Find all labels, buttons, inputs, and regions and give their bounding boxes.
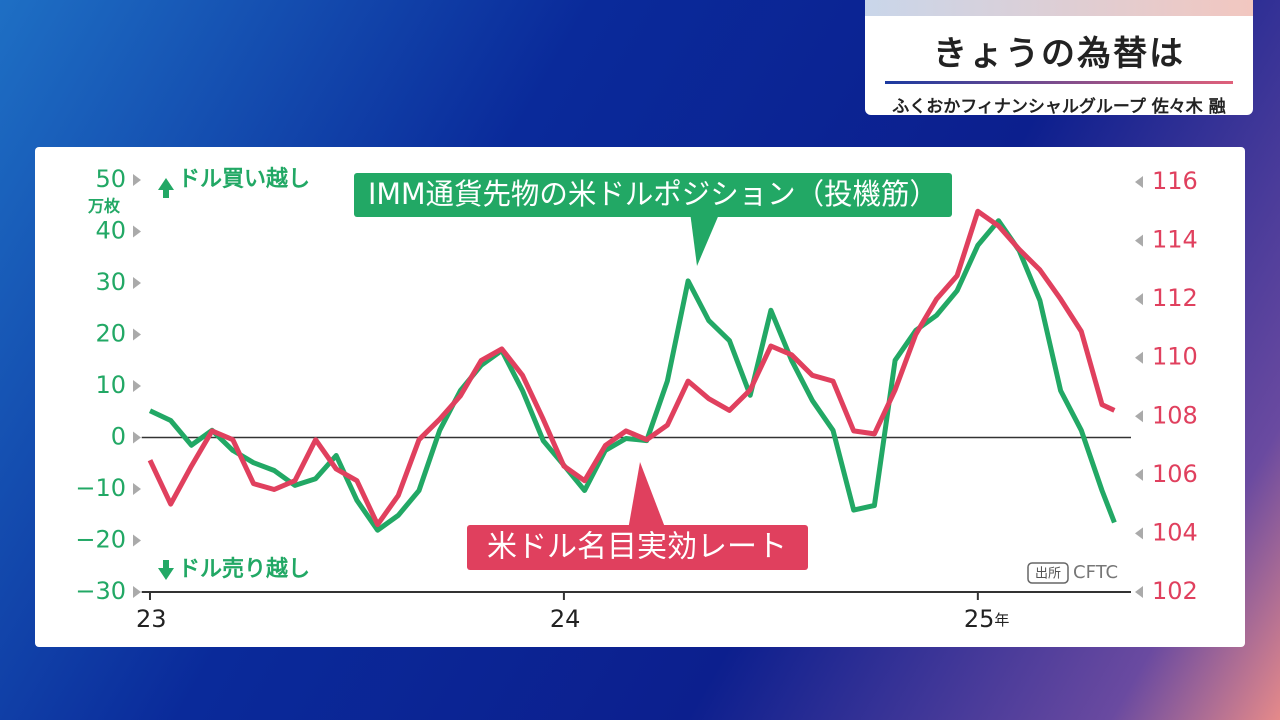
x-tick-label: 24 xyxy=(550,605,581,633)
y-tick-label: 0 xyxy=(111,423,126,451)
source-label: 出所 xyxy=(1035,567,1061,582)
header: きょうの為替は ふくおかフィナンシャルグループ 佐々木 融 xyxy=(865,0,1253,115)
header-strip xyxy=(865,0,1253,16)
y2-tick-label: 108 xyxy=(1152,401,1198,429)
y-tick-mark xyxy=(133,225,141,238)
x-tick-label: 23 xyxy=(136,605,167,633)
y2-tick-label: 116 xyxy=(1152,167,1198,195)
y2-tick-label: 114 xyxy=(1152,226,1198,254)
y2-tick-mark xyxy=(1135,176,1143,188)
sell-label: ドル売り越し xyxy=(178,556,310,582)
header-rule xyxy=(885,81,1233,84)
source-box xyxy=(1027,562,1069,584)
y2-tick-label: 102 xyxy=(1152,577,1198,605)
y-tick-label: −30 xyxy=(75,577,126,605)
series-line xyxy=(148,218,1117,533)
y2-tick-label: 106 xyxy=(1152,460,1198,488)
callout-box xyxy=(467,525,808,570)
callout-pointer xyxy=(628,462,666,530)
x-tick-label-part: 25 xyxy=(964,605,995,633)
legend-label: IMM通貨先物の米ドルポジション（投機筋） xyxy=(368,177,938,211)
y-tick-mark xyxy=(133,277,141,289)
buy-label: ドル買い越し xyxy=(178,167,310,192)
y2-tick-mark xyxy=(1135,527,1143,540)
y2-tick-mark xyxy=(1135,410,1143,423)
y-tick-mark xyxy=(133,431,141,444)
header-subtitle: ふくおかフィナンシャルグループ 佐々木 融 xyxy=(892,97,1226,115)
y2-tick-mark xyxy=(1135,234,1143,247)
y2-tick-mark xyxy=(1135,351,1143,364)
y2-tick-mark xyxy=(1135,468,1143,481)
y-tick-mark xyxy=(133,586,141,598)
header-title: きょうの為替は xyxy=(933,34,1185,74)
legend-label: 米ドル名目実効レート xyxy=(487,530,787,565)
y2-tick-label: 110 xyxy=(1152,343,1198,371)
y-tick-label: −20 xyxy=(75,526,126,554)
y-tick-label: 10 xyxy=(95,371,126,399)
sell-arrow xyxy=(158,560,174,580)
y-tick-mark xyxy=(133,174,141,186)
x-tick-label: 25年 xyxy=(964,605,1010,633)
y2-tick-label: 112 xyxy=(1152,284,1198,312)
y-tick-label: 20 xyxy=(95,320,126,348)
buy-arrow xyxy=(158,178,174,198)
callout-pointer xyxy=(690,212,720,266)
y-tick-label: 40 xyxy=(95,217,126,245)
y-tick-mark xyxy=(133,380,141,392)
y2-tick-mark xyxy=(1135,293,1143,306)
y-tick-mark xyxy=(133,483,141,495)
y-tick-mark xyxy=(133,328,141,341)
y-axis-unit: 万枚 xyxy=(87,197,121,216)
y2-tick-label: 104 xyxy=(1152,518,1198,546)
callout-box xyxy=(354,173,952,217)
y2-tick-mark xyxy=(1135,586,1143,598)
y-tick-label: 30 xyxy=(95,268,126,296)
x-tick-label-suffix: 年 xyxy=(994,611,1009,629)
y-tick-label: 50 xyxy=(95,165,126,193)
y-tick-mark xyxy=(133,534,141,547)
series-line xyxy=(147,208,1116,528)
source: CFTC xyxy=(1073,562,1118,583)
y-tick-label: −10 xyxy=(75,474,126,502)
